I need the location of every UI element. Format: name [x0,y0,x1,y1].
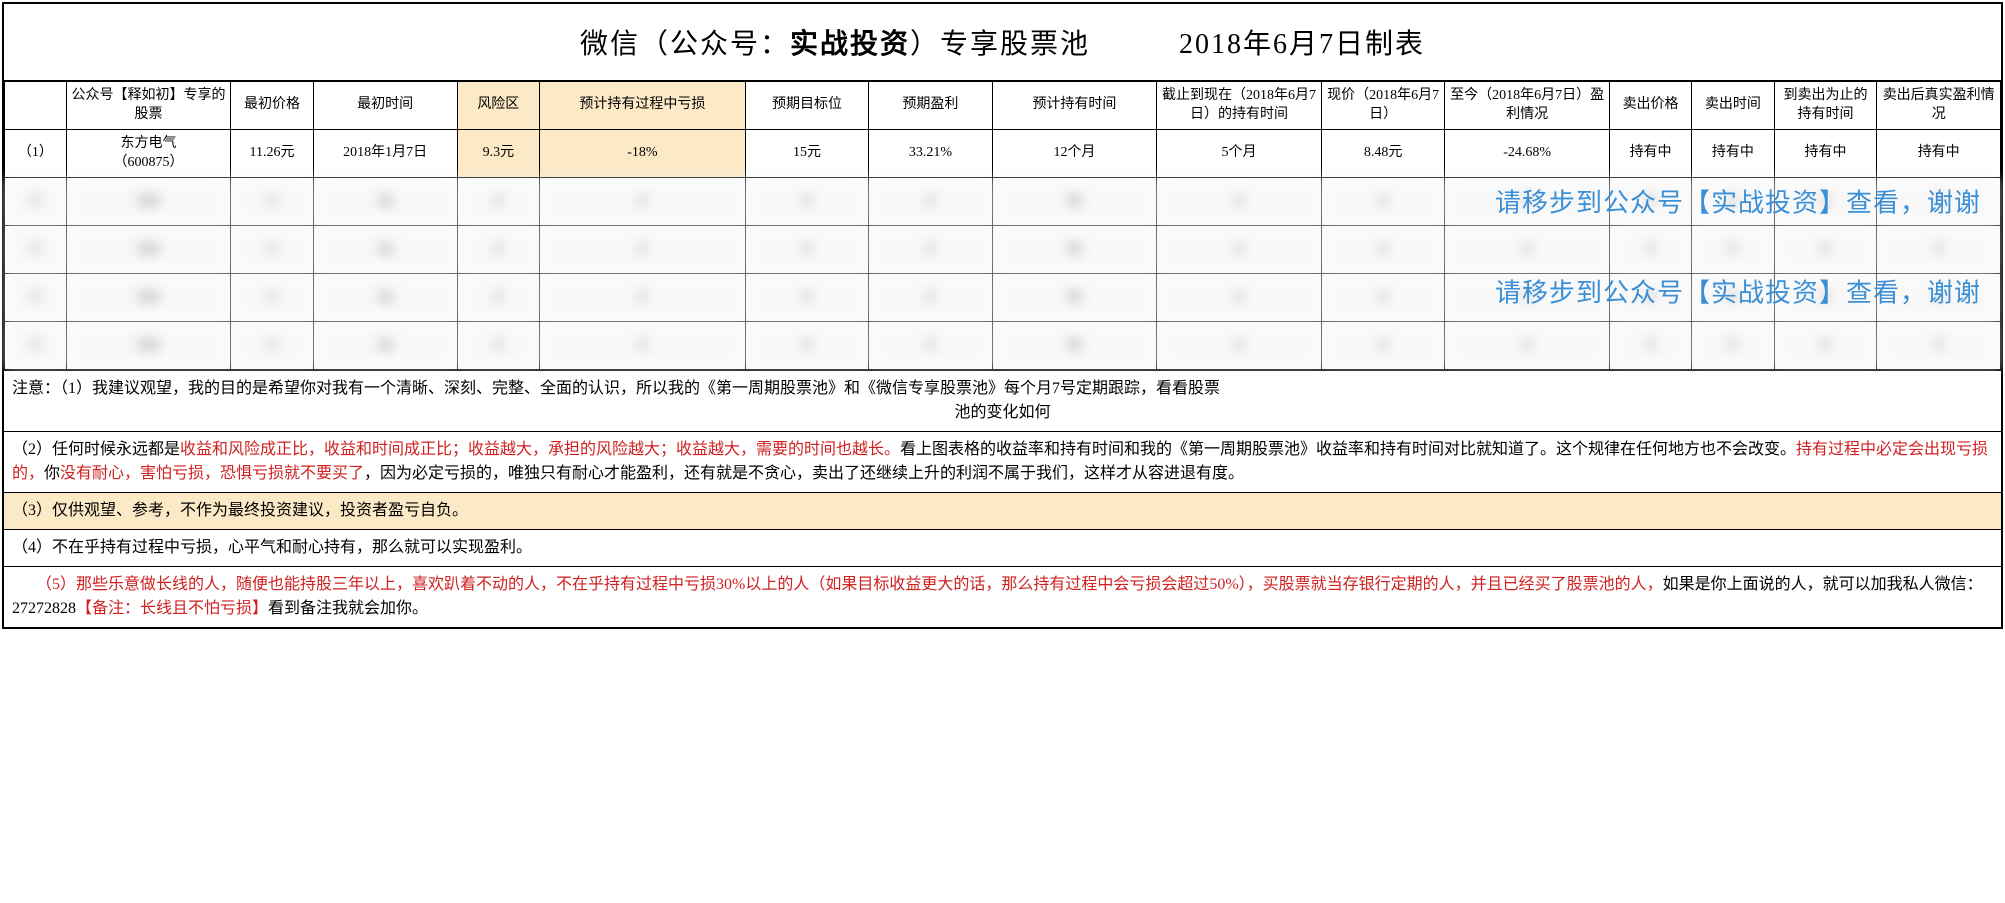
header-sell-price: 卖出价格 [1609,82,1691,130]
note-3: （3）仅供观望、参考，不作为最终投资建议，投资者盈亏自负。 [4,492,2001,529]
title-row: 微信（公众号：实战投资）专享股票池 2018年6月7日制表 [4,4,2001,81]
cell-stock: 东方电气 （600875） [66,130,231,178]
cell-sell-real: 持有中 [1877,130,2001,178]
document-container: 微信（公众号：实战投资）专享股票池 2018年6月7日制表 公众号【释如初】专享… [2,2,2003,629]
notes-section: 注意：（1）我建议观望，我的目的是希望你对我有一个清晰、深刻、完整、全面的认识，… [4,370,2001,627]
cell-time0: 2018年1月7日 [313,130,457,178]
note-4: （4）不在乎持有过程中亏损，心平气和耐心持有，那么就可以实现盈利。 [4,529,2001,566]
n5-p2: 看到备注我就会加你。 [268,600,428,617]
overlay-text-2: 请移步到公众号【实战投资】查看，谢谢 [1495,273,1981,310]
cell-loss: -18% [539,130,745,178]
note-5: （5）那些乐意做长线的人，随便也能持股三年以上，喜欢趴着不动的人，不在乎持有过程… [4,566,2001,627]
header-target: 预期目标位 [745,82,868,130]
header-now-profit: 至今（2018年6月7日）盈利情况 [1445,82,1610,130]
n2-p1: （2）任何时候永远都是 [12,441,180,458]
stock-code: （600875） [114,155,184,170]
n2-p4: ，因为必定亏损的，唯独只有耐心才能盈利，还有就是不贪心，卖出了还继续上升的利润不… [364,465,1244,482]
cell-hold: 12个月 [992,130,1157,178]
cell-price0: 11.26元 [231,130,313,178]
blurred-row-5: ▮▮▮▮▮▮▮ ▮▮ ▮▮▮▮▮▮▮▮▮▮▮ [5,322,2001,370]
header-risk: 风险区 [457,82,539,130]
header-idx [5,82,67,130]
title-bold: 实战投资 [790,29,910,60]
header-sell-time: 卖出时间 [1692,82,1774,130]
cell-risk: 9.3元 [457,130,539,178]
header-now-price: 现价（2018年6月7日） [1321,82,1444,130]
header-stock: 公众号【释如初】专享的股票 [66,82,231,130]
stock-name: 东方电气 [121,136,177,151]
cell-sell-price: 持有中 [1609,130,1691,178]
title-prefix: 微信（公众号： [580,29,790,60]
cell-now-hold: 5个月 [1157,130,1322,178]
header-time0: 最初时间 [313,82,457,130]
cell-now-price: 8.48元 [1321,130,1444,178]
n2-p3: 你 [44,465,60,482]
header-hold: 预计持有时间 [992,82,1157,130]
note-2: （2）任何时候永远都是收益和风险成正比，收益和时间成正比；收益越大，承担的风险越… [4,431,2001,492]
header-sell-real: 卖出后真实盈利情况 [1877,82,2001,130]
note-1: 注意：（1）我建议观望，我的目的是希望你对我有一个清晰、深刻、完整、全面的认识，… [4,371,2001,431]
table-wrapper: 公众号【释如初】专享的股票 最初价格 最初时间 风险区 预计持有过程中亏损 预期… [4,81,2001,370]
cell-sell-time: 持有中 [1692,130,1774,178]
n5-r2: 【备注：长线且不怕亏损】 [76,600,268,617]
n5-r1: （5）那些乐意做长线的人，随便也能持股三年以上，喜欢趴着不动的人，不在乎持有过程… [12,576,1663,593]
data-row-1: （1） 东方电气 （600875） 11.26元 2018年1月7日 9.3元 … [5,130,2001,178]
stock-table: 公众号【释如初】专享的股票 最初价格 最初时间 风险区 预计持有过程中亏损 预期… [4,81,2001,370]
cell-sell-hold: 持有中 [1774,130,1877,178]
header-now-hold: 截止到现在（2018年6月7日）的持有时间 [1157,82,1322,130]
cell-profit: 33.21% [869,130,992,178]
n2-r1: 收益和风险成正比，收益和时间成正比；收益越大，承担的风险越大；收益越大，需要的时… [180,441,900,458]
title-date: 2018年6月7日制表 [1179,29,1425,60]
cell-idx: （1） [5,130,67,178]
header-loss: 预计持有过程中亏损 [539,82,745,130]
cell-now-profit: -24.68% [1445,130,1610,178]
n2-r3: 没有耐心，害怕亏损，恐惧亏损就不要买了 [60,465,364,482]
n2-p2: 看上图表格的收益率和持有时间和我的《第一周期股票池》收益率和持有时间对比就知道了… [900,441,1796,458]
header-row: 公众号【释如初】专享的股票 最初价格 最初时间 风险区 预计持有过程中亏损 预期… [5,82,2001,130]
title-suffix: ）专享股票池 [910,29,1090,60]
overlay-text-1: 请移步到公众号【实战投资】查看，谢谢 [1495,183,1981,220]
header-profit: 预期盈利 [869,82,992,130]
note-1-line1: 注意：（1）我建议观望，我的目的是希望你对我有一个清晰、深刻、完整、全面的认识，… [12,377,1993,401]
note-1-line2: 池的变化如何 [12,401,1993,425]
header-sell-hold: 到卖出为止的持有时间 [1774,82,1877,130]
blurred-row-3: ▮▮▮▮▮▮▮ ▮▮ ▮▮▮▮▮▮▮▮▮▮▮ [5,226,2001,274]
cell-target: 15元 [745,130,868,178]
header-price0: 最初价格 [231,82,313,130]
